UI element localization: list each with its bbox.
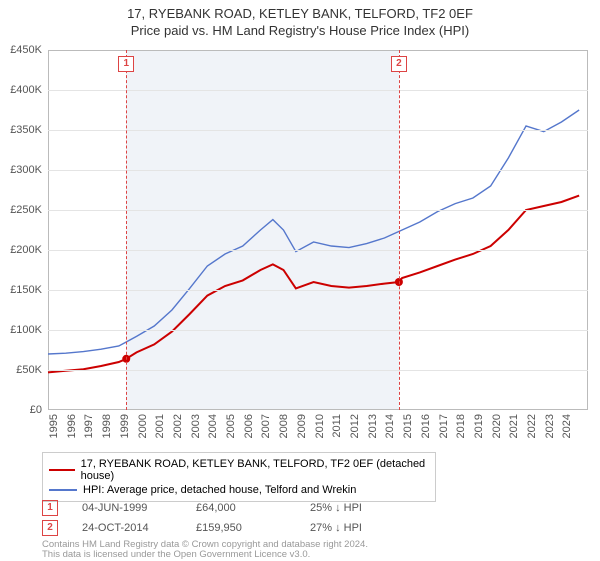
title-line-2: Price paid vs. HM Land Registry's House … <box>0 23 600 40</box>
legend-swatch <box>49 469 75 471</box>
gridline <box>48 130 588 131</box>
gridline <box>48 330 588 331</box>
x-tick-label: 2012 <box>349 410 361 438</box>
x-tick-label: 2021 <box>508 410 520 438</box>
sale-marker-flag: 1 <box>118 56 134 72</box>
title-line-1: 17, RYEBANK ROAD, KETLEY BANK, TELFORD, … <box>0 6 600 23</box>
sale-marker-flag: 2 <box>391 56 407 72</box>
x-tick-label: 2022 <box>526 410 538 438</box>
legend-swatch <box>49 489 77 491</box>
gridline <box>48 170 588 171</box>
sale-row-marker: 2 <box>42 520 58 536</box>
x-tick-label: 2001 <box>154 410 166 438</box>
x-tick-label: 2004 <box>207 410 219 438</box>
series-line-price_paid <box>48 196 579 373</box>
x-tick-label: 2010 <box>314 410 326 438</box>
y-tick-label: £350K <box>0 124 42 136</box>
x-tick-label: 2011 <box>331 410 343 438</box>
gridline <box>48 250 588 251</box>
sale-marker-line <box>126 50 127 410</box>
x-tick-label: 2023 <box>544 410 556 438</box>
x-tick-label: 2015 <box>402 410 414 438</box>
x-tick-label: 1997 <box>83 410 95 438</box>
legend: 17, RYEBANK ROAD, KETLEY BANK, TELFORD, … <box>42 452 436 502</box>
y-tick-label: £50K <box>0 364 42 376</box>
gridline <box>48 90 588 91</box>
x-tick-label: 2013 <box>367 410 379 438</box>
x-tick-label: 2016 <box>420 410 432 438</box>
sale-price: £159,950 <box>196 522 286 534</box>
x-tick-label: 1996 <box>66 410 78 438</box>
x-tick-label: 2014 <box>384 410 396 438</box>
y-tick-label: £250K <box>0 204 42 216</box>
sale-row-marker: 1 <box>42 500 58 516</box>
chart-svg <box>48 50 588 410</box>
chart-container: 17, RYEBANK ROAD, KETLEY BANK, TELFORD, … <box>0 0 600 560</box>
gridline <box>48 210 588 211</box>
x-tick-label: 1998 <box>101 410 113 438</box>
x-tick-label: 2000 <box>137 410 149 438</box>
x-tick-label: 2018 <box>455 410 467 438</box>
sale-row: 2 24-OCT-2014 £159,950 27% ↓ HPI <box>42 518 400 538</box>
gridline <box>48 370 588 371</box>
y-tick-label: £100K <box>0 324 42 336</box>
y-tick-label: £300K <box>0 164 42 176</box>
sale-date: 04-JUN-1999 <box>82 502 172 514</box>
x-tick-label: 2019 <box>473 410 485 438</box>
x-tick-label: 2024 <box>561 410 573 438</box>
sale-date: 24-OCT-2014 <box>82 522 172 534</box>
title-block: 17, RYEBANK ROAD, KETLEY BANK, TELFORD, … <box>0 0 600 40</box>
x-tick-label: 2008 <box>278 410 290 438</box>
series-line-hpi <box>48 110 579 354</box>
x-tick-label: 2009 <box>296 410 308 438</box>
x-tick-label: 2002 <box>172 410 184 438</box>
y-tick-label: £400K <box>0 84 42 96</box>
y-tick-label: £0 <box>0 404 42 416</box>
x-tick-label: 1999 <box>119 410 131 438</box>
x-tick-label: 2017 <box>438 410 450 438</box>
sale-row: 1 04-JUN-1999 £64,000 25% ↓ HPI <box>42 498 400 518</box>
footer-line-2: This data is licensed under the Open Gov… <box>42 550 368 560</box>
sale-delta: 25% ↓ HPI <box>310 502 400 514</box>
x-tick-label: 1995 <box>48 410 60 438</box>
y-tick-label: £150K <box>0 284 42 296</box>
y-tick-label: £450K <box>0 44 42 56</box>
sale-delta: 27% ↓ HPI <box>310 522 400 534</box>
x-tick-label: 2007 <box>260 410 272 438</box>
x-tick-label: 2005 <box>225 410 237 438</box>
sale-price: £64,000 <box>196 502 286 514</box>
legend-item: 17, RYEBANK ROAD, KETLEY BANK, TELFORD, … <box>49 457 429 483</box>
legend-item: HPI: Average price, detached house, Telf… <box>49 483 429 497</box>
y-tick-label: £200K <box>0 244 42 256</box>
footer: Contains HM Land Registry data © Crown c… <box>42 540 368 561</box>
x-tick-label: 2006 <box>243 410 255 438</box>
sale-marker-line <box>399 50 400 410</box>
x-tick-label: 2003 <box>190 410 202 438</box>
gridline <box>48 290 588 291</box>
sales-table: 1 04-JUN-1999 £64,000 25% ↓ HPI 2 24-OCT-2014… <box>42 498 400 538</box>
legend-label: 17, RYEBANK ROAD, KETLEY BANK, TELFORD, … <box>81 458 429 482</box>
chart-plot-area: £0£50K£100K£150K£200K£250K£300K£350K£400… <box>48 50 588 410</box>
legend-label: HPI: Average price, detached house, Telf… <box>83 484 356 496</box>
x-tick-label: 2020 <box>491 410 503 438</box>
